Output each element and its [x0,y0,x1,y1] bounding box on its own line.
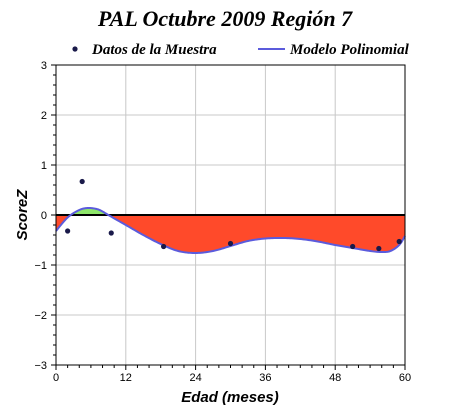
chart-title: PAL Octubre 2009 Región 7 [97,6,353,31]
sample-point [350,243,356,250]
fill-negative [56,215,71,231]
legend-label-points: Datos de la Muestra [91,42,217,58]
sample-point [227,240,234,247]
y-tick-label: −2 [34,310,47,322]
x-tick-labels: 0 12 24 36 48 60 [53,372,411,384]
sample-points [65,178,402,252]
y-tick-label: −1 [34,260,47,272]
sample-point [376,245,382,252]
x-tick-label: 24 [189,372,201,384]
sample-point [65,228,71,234]
sample-point [108,230,114,236]
model-line [55,206,406,255]
x-tick-label: 36 [259,372,271,384]
x-tick-label: 12 [120,372,132,384]
legend-label-line: Modelo Polinomial [289,42,410,58]
sample-point [79,178,85,185]
x-tick-label: 0 [53,372,59,384]
sample-point [161,243,167,250]
x-tick-label: 48 [329,372,341,384]
x-axis-label: Edad (meses) [181,389,279,406]
fill-negative [108,215,405,253]
x-tick-label: 60 [399,372,411,384]
axis-ticks [51,64,406,370]
y-tick-label: −3 [34,360,47,372]
legend-marker-points [72,46,78,52]
y-tick-label: 1 [41,160,47,172]
y-tick-labels: 3 2 1 0 −1 −2 −3 [34,60,47,372]
y-tick-label: 2 [41,110,47,122]
y-tick-label: 3 [41,60,47,72]
sample-point [396,238,402,245]
y-axis-label: ScoreZ [14,189,31,241]
legend: Datos de la Muestra Modelo Polinomial [72,42,410,58]
y-tick-label: 0 [41,210,47,222]
